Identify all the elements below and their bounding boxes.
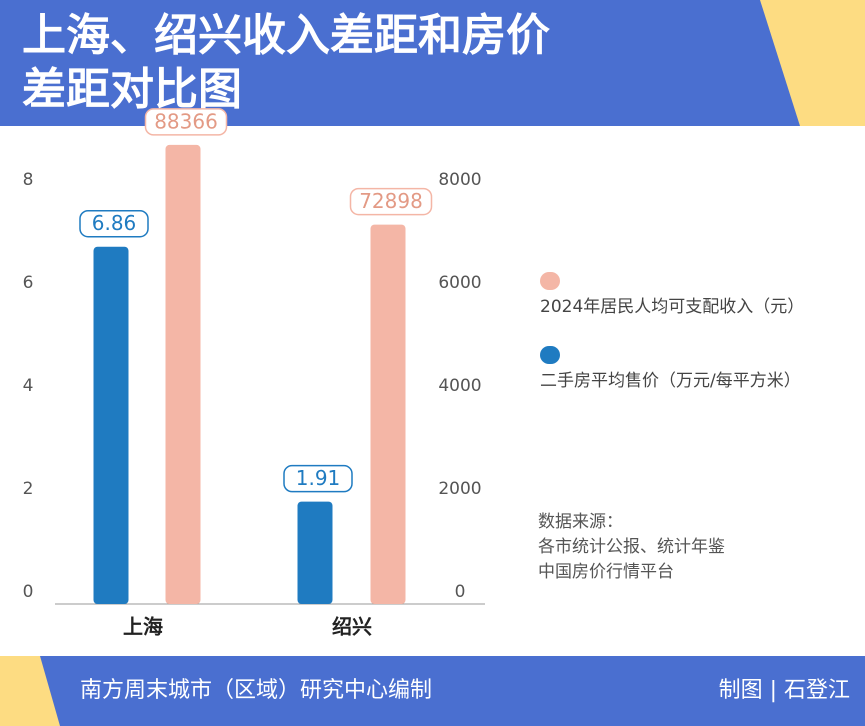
value-label-box (283, 464, 353, 493)
footer-accent (0, 656, 60, 726)
header-band (0, 0, 865, 126)
bar (165, 144, 201, 604)
footer-credit: 南方周末城市（区域）研究中心编制 (80, 678, 432, 703)
value-label: 6.86 (92, 211, 137, 235)
source-note: 数据来源： (538, 512, 623, 532)
chart-title-line: 上海、绍兴收入差距和房价 (22, 10, 550, 61)
chart-title: 差距对比图 (22, 64, 242, 115)
y2-tick-label: 0 (455, 582, 466, 602)
legend-swatch (540, 272, 560, 290)
value-label: 1.91 (296, 466, 341, 490)
legend-label: 2024年居民人均可支配收入（元） (540, 297, 804, 317)
y-tick-label: 2 (23, 479, 34, 499)
footer-band (0, 656, 865, 726)
source-note: 各市统计公报、统计年鉴 (538, 537, 725, 557)
y-tick-label: 8 (23, 170, 34, 190)
y-tick-label: 0 (23, 582, 34, 602)
legend-swatch (540, 346, 560, 364)
chart-title: 上海、绍兴收入差距和房价 (22, 10, 550, 61)
bar (370, 224, 406, 604)
value-label: 88366 (154, 109, 218, 133)
bar (93, 246, 129, 604)
bar (297, 501, 333, 604)
value-label: 72898 (359, 189, 423, 213)
y2-tick-label: 8000 (438, 170, 481, 190)
value-label-box (79, 209, 149, 238)
source-note: 中国房价行情平台 (538, 562, 674, 582)
footer-author: 制图 | 石登江 (719, 678, 850, 703)
x-tick-label: 绍兴 (332, 615, 372, 639)
value-label-box (349, 187, 433, 216)
y2-tick-label: 6000 (438, 273, 481, 293)
y2-tick-label: 4000 (438, 376, 481, 396)
x-tick-label: 上海 (123, 615, 163, 639)
header-accent (760, 0, 865, 126)
y-tick-label: 4 (23, 376, 34, 396)
legend-label: 二手房平均售价（万元/每平方米） (540, 371, 801, 391)
y-tick-label: 6 (23, 273, 34, 293)
y2-tick-label: 2000 (438, 479, 481, 499)
value-label-box (144, 108, 228, 136)
